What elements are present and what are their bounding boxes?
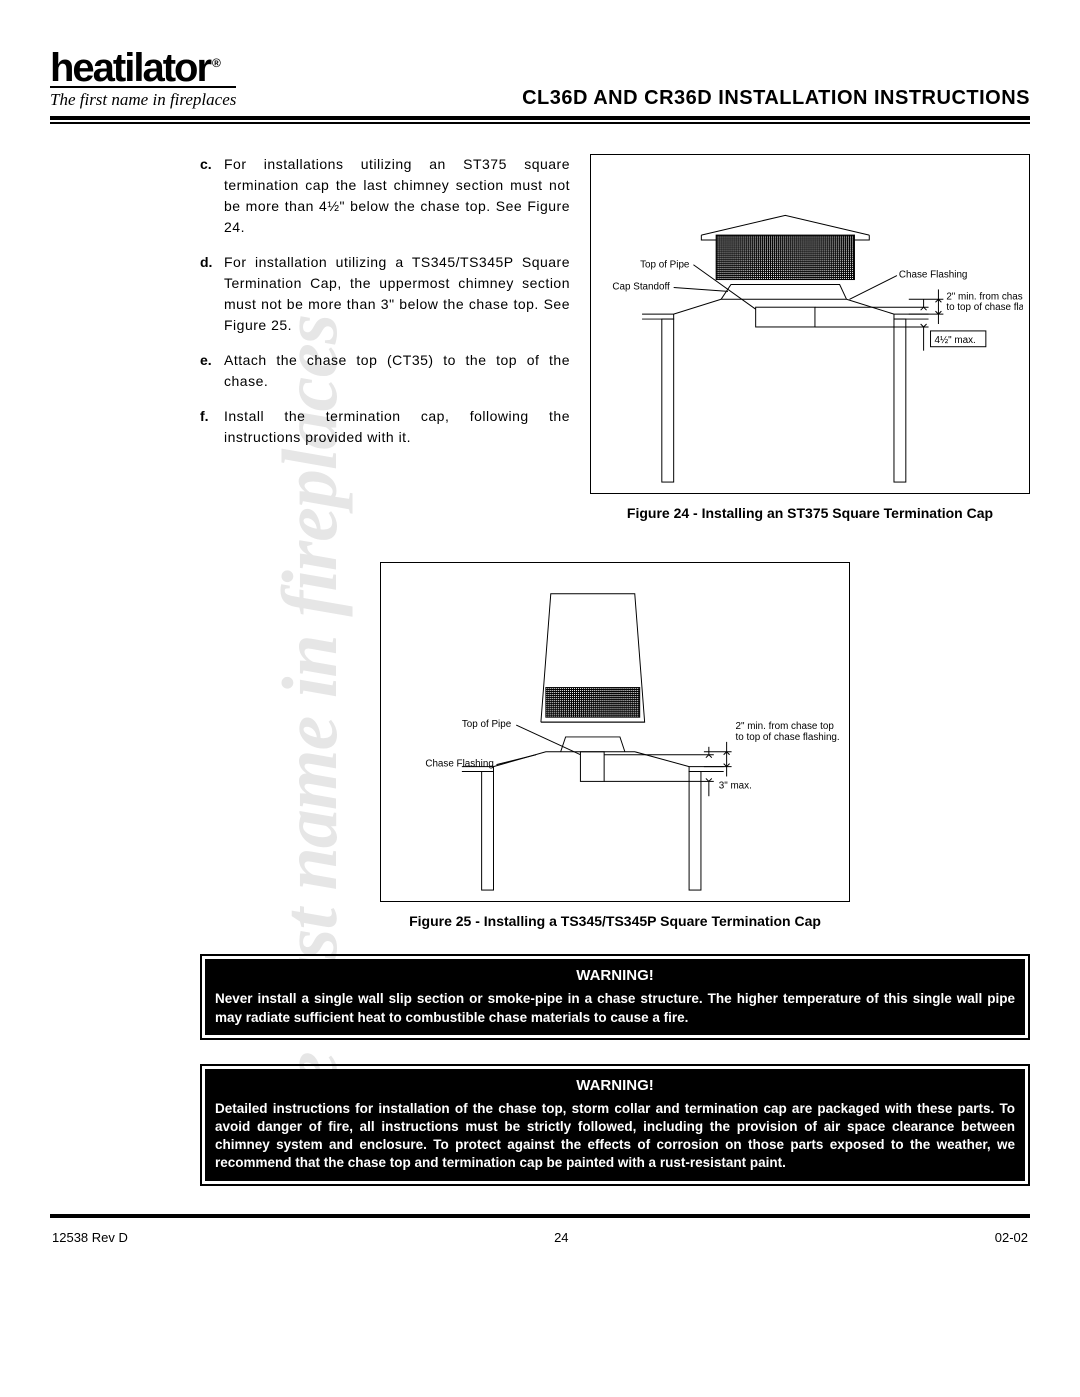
- header-rule: [50, 122, 1030, 124]
- instructions-column: c. For installations utilizing an ST375 …: [200, 154, 570, 522]
- warning-2-inner: WARNING! Detailed instructions for insta…: [205, 1069, 1025, 1181]
- warning-2-text: Detailed instructions for installation o…: [215, 1100, 1015, 1173]
- fig25-chase-flashing-label: Chase Flashing: [425, 759, 494, 770]
- warning-1-box: WARNING! Never install a single wall sli…: [200, 954, 1030, 1039]
- page-footer: 12538 Rev D 24 02-02: [50, 1230, 1030, 1245]
- fig25-3max-label: 3" max.: [719, 780, 752, 791]
- warning-2-title: WARNING!: [215, 1077, 1015, 1094]
- document-title: CL36D AND CR36D INSTALLATION INSTRUCTION…: [522, 87, 1030, 110]
- instruction-f: f. Install the termination cap, followin…: [200, 406, 570, 448]
- content-area: c. For installations utilizing an ST375 …: [200, 154, 1030, 1186]
- text-d: For installation utilizing a TS345/TS345…: [224, 252, 570, 336]
- label-d: d.: [200, 252, 224, 336]
- instruction-e: e. Attach the chase top (CT35) to the to…: [200, 350, 570, 392]
- instruction-c: c. For installations utilizing an ST375 …: [200, 154, 570, 238]
- label-f: f.: [200, 406, 224, 448]
- fig25-2inch-label: 2" min. from chase top to top of chase f…: [736, 721, 840, 743]
- fig24-2inch-label: 2" min. from chase top to top of chase f…: [946, 291, 1023, 313]
- text-c: For installations utilizing an ST375 squ…: [224, 154, 570, 238]
- footer-right: 02-02: [995, 1230, 1028, 1245]
- figure-25-box: Top of Pipe Chase Flashing 2" min. from …: [380, 562, 850, 902]
- text-f: Install the termination cap, following t…: [224, 406, 570, 448]
- fig24-4half-label: 4½" max.: [934, 335, 975, 346]
- footer-left: 12538 Rev D: [52, 1230, 128, 1245]
- warning-1-inner: WARNING! Never install a single wall sli…: [205, 959, 1025, 1034]
- label-e: e.: [200, 350, 224, 392]
- registered-icon: ®: [212, 56, 219, 70]
- fig24-chase-flashing-label: Chase Flashing: [899, 270, 968, 281]
- footer-center: 24: [554, 1230, 568, 1245]
- figure-24-column: Top of Pipe Cap Standoff Chase Flashing: [590, 154, 1030, 522]
- fig24-top-of-pipe-label: Top of Pipe: [640, 260, 690, 271]
- label-c: c.: [200, 154, 224, 238]
- warning-1-text: Never install a single wall slip section…: [215, 990, 1015, 1026]
- figure-25-caption: Figure 25 - Installing a TS345/TS345P Sq…: [409, 912, 821, 930]
- figure-24-box: Top of Pipe Cap Standoff Chase Flashing: [590, 154, 1030, 494]
- warning-2-box: WARNING! Detailed instructions for insta…: [200, 1064, 1030, 1186]
- logo-main: heatilator®: [50, 50, 236, 86]
- figure-25-wrap: Top of Pipe Chase Flashing 2" min. from …: [200, 562, 1030, 930]
- figure-25-diagram: Top of Pipe Chase Flashing 2" min. from …: [387, 569, 843, 895]
- instruction-d: d. For installation utilizing a TS345/TS…: [200, 252, 570, 336]
- logo-text: heatilator: [50, 46, 210, 90]
- instruction-list: c. For installations utilizing an ST375 …: [200, 154, 570, 448]
- logo-block: heatilator® The first name in fireplaces: [50, 50, 236, 110]
- figure-24-diagram: Top of Pipe Cap Standoff Chase Flashing: [597, 161, 1023, 487]
- fig24-cap-standoff-label: Cap Standoff: [612, 281, 670, 292]
- footer-rule: [50, 1214, 1030, 1218]
- figure-24-caption: Figure 24 - Installing an ST375 Square T…: [590, 504, 1030, 522]
- warning-1-title: WARNING!: [215, 967, 1015, 984]
- page-header: heatilator® The first name in fireplaces…: [50, 50, 1030, 120]
- fig25-top-of-pipe-label: Top of Pipe: [462, 719, 512, 730]
- top-row: c. For installations utilizing an ST375 …: [200, 154, 1030, 522]
- text-e: Attach the chase top (CT35) to the top o…: [224, 350, 570, 392]
